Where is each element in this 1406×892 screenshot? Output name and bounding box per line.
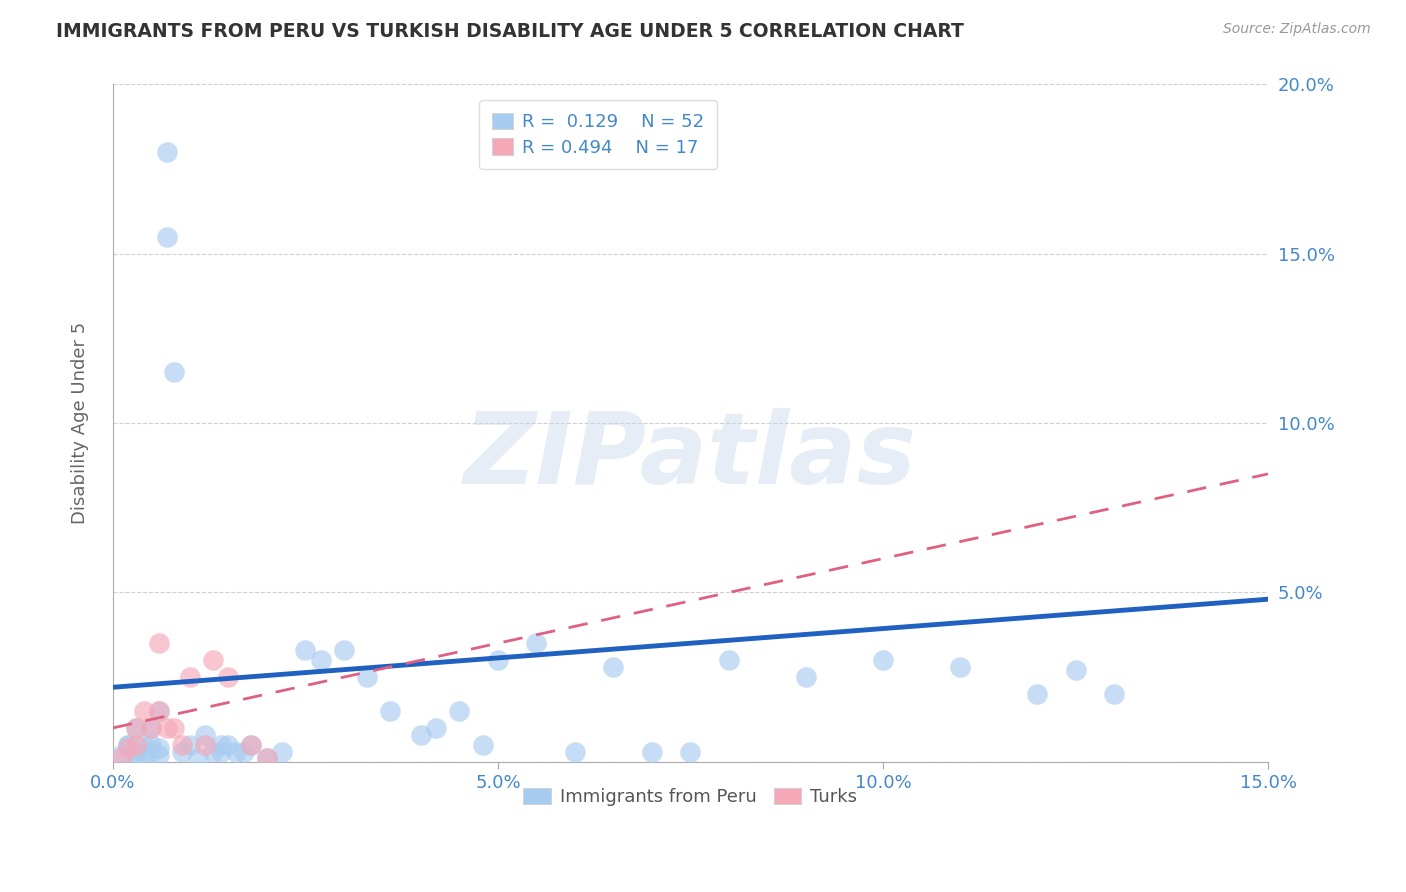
Point [187,751,209,765]
Point [148,747,170,762]
Point [449,704,471,718]
Point [641,745,664,759]
Point [294,643,316,657]
Point [110,747,132,762]
Point [132,704,155,718]
Point [471,738,494,752]
Point [201,745,224,759]
Text: Source: ZipAtlas.com: Source: ZipAtlas.com [1223,22,1371,37]
Point [232,745,254,759]
Point [179,738,201,752]
Point [179,670,201,684]
Point [1064,663,1087,677]
Point [148,741,170,756]
Point [378,704,401,718]
Point [125,747,148,762]
Point [117,741,139,756]
Point [409,728,432,742]
Point [194,728,217,742]
Point [217,738,239,752]
Point [141,745,163,759]
Point [141,721,163,735]
Text: ZIPatlas: ZIPatlas [464,409,917,506]
Point [132,738,155,752]
Point [256,751,278,765]
Point [141,721,163,735]
Point [217,670,239,684]
Point [156,145,179,160]
Point [717,653,740,667]
Point [225,745,247,759]
Point [141,738,163,752]
Point [256,751,278,765]
Point [125,721,148,735]
Point [201,653,224,667]
Point [117,738,139,752]
Point [125,721,148,735]
Point [125,745,148,759]
Point [132,747,155,762]
Point [148,704,170,718]
Point [156,230,179,244]
Point [125,738,148,752]
Point [110,751,132,765]
Point [425,721,447,735]
Point [679,745,702,759]
Point [564,745,586,759]
Point [309,653,332,667]
Point [156,721,179,735]
Point [209,738,232,752]
Point [163,721,186,735]
Point [240,738,263,752]
Point [148,636,170,650]
Legend: Immigrants from Peru, Turks: Immigrants from Peru, Turks [516,781,865,814]
Point [172,738,194,752]
Point [194,738,217,752]
Point [240,738,263,752]
Y-axis label: Disability Age Under 5: Disability Age Under 5 [72,322,89,524]
Point [1026,687,1049,701]
Point [949,660,972,674]
Point [163,365,186,379]
Point [486,653,509,667]
Point [1102,687,1125,701]
Text: IMMIGRANTS FROM PERU VS TURKISH DISABILITY AGE UNDER 5 CORRELATION CHART: IMMIGRANTS FROM PERU VS TURKISH DISABILI… [56,22,965,41]
Point [602,660,624,674]
Point [172,745,194,759]
Point [794,670,817,684]
Point [117,738,139,752]
Point [209,745,232,759]
Point [271,745,294,759]
Point [148,704,170,718]
Point [333,643,356,657]
Point [356,670,378,684]
Point [526,636,548,650]
Point [872,653,894,667]
